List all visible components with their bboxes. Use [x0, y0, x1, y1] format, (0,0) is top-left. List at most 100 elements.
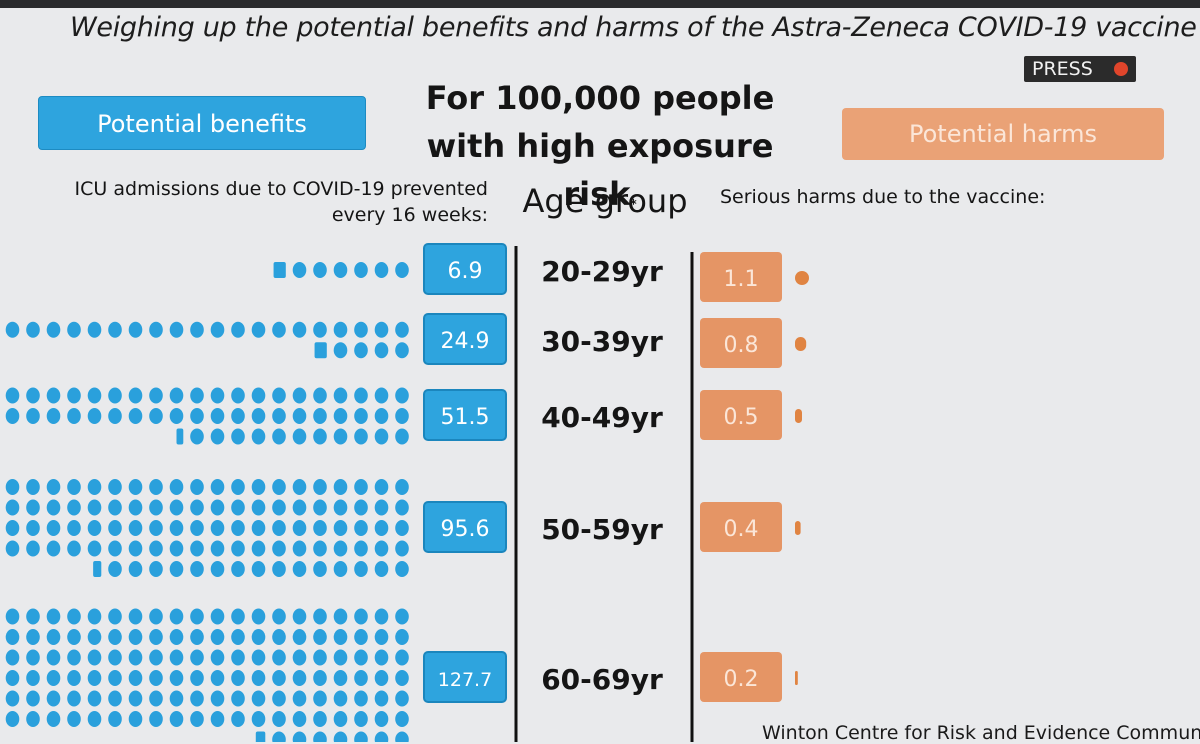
benefit-dot [169, 479, 184, 495]
benefit-dot [272, 408, 286, 424]
benefit-dot [292, 690, 307, 707]
benefit-dot [354, 629, 368, 645]
benefit-dot [374, 540, 389, 557]
benefit-dot [313, 499, 327, 516]
benefit-dot [354, 608, 368, 625]
benefit-dot [210, 649, 225, 666]
benefit-dot [169, 321, 184, 338]
benefit-dot [374, 499, 389, 516]
benefit-value-box [423, 501, 507, 553]
press-button[interactable]: PRESS [1024, 56, 1136, 82]
benefit-dot [87, 540, 102, 557]
benefit-dot [374, 629, 389, 645]
benefit-dot [210, 499, 225, 516]
benefit-dot [87, 520, 102, 536]
benefit-dot [169, 561, 184, 577]
harm-value-box [700, 318, 782, 368]
benefit-dot [149, 408, 163, 424]
benefit-dot [5, 520, 20, 536]
benefit-dot [333, 690, 348, 707]
benefit-dot [395, 711, 409, 727]
benefit-dot [395, 342, 409, 359]
benefit-value-box [423, 389, 507, 441]
benefit-dot [272, 428, 286, 445]
benefit-dot [87, 479, 102, 495]
benefit-dot [292, 499, 307, 516]
benefit-dot [67, 479, 81, 495]
benefit-dot [87, 649, 102, 666]
harm-dot [795, 409, 802, 423]
benefit-dot [395, 629, 409, 645]
benefit-dot [87, 408, 102, 424]
benefit-dot [313, 731, 327, 742]
harm-dot [795, 521, 801, 535]
benefit-dot [67, 321, 81, 338]
benefit-dot [149, 608, 163, 625]
benefit-dot [231, 608, 245, 625]
benefit-dot [169, 608, 184, 625]
benefit-dot [26, 387, 40, 404]
benefit-dot [190, 629, 204, 645]
benefit-dot [395, 499, 409, 516]
benefit-dot [354, 731, 368, 742]
benefit-dot [67, 540, 81, 557]
benefit-dot-partial [314, 342, 327, 359]
benefit-dot [190, 479, 204, 495]
heading-footnote-mark: * [630, 197, 637, 211]
benefit-dot [374, 711, 389, 727]
benefit-dot [374, 387, 389, 404]
benefit-dot [354, 520, 368, 536]
benefit-dot [128, 321, 143, 338]
benefit-dot [333, 629, 348, 645]
benefit-dot [272, 520, 286, 536]
benefit-dot [395, 408, 409, 424]
benefit-dot [169, 670, 184, 686]
harm-dot [795, 337, 807, 351]
benefit-dot [169, 387, 184, 404]
benefit-dot [46, 520, 61, 536]
benefit-dot [231, 520, 245, 536]
benefit-dot [251, 690, 266, 707]
benefit-dot [272, 731, 286, 742]
benefit-dot [251, 387, 266, 404]
benefit-dot [190, 608, 204, 625]
benefit-dot [26, 711, 40, 727]
benefit-dot [5, 540, 20, 557]
potential-benefits-button[interactable]: Potential benefits [38, 96, 366, 150]
benefit-dot [313, 670, 327, 686]
benefit-dot [210, 428, 225, 445]
benefit-dot [333, 479, 348, 495]
benefit-dot [210, 608, 225, 625]
benefit-dot [333, 520, 348, 536]
benefit-dot [128, 408, 143, 424]
benefit-dot [128, 649, 143, 666]
benefit-dot [190, 520, 204, 536]
benefit-dot [354, 342, 368, 359]
benefit-dot [26, 540, 40, 557]
benefit-dot [251, 670, 266, 686]
harm-dot [795, 271, 809, 285]
harm-value-label: 0.2 [724, 667, 759, 692]
benefit-dot [26, 408, 40, 424]
benefit-dot [87, 670, 102, 686]
harm-value-label: 0.8 [724, 333, 759, 358]
benefit-dot [87, 629, 102, 645]
benefit-value-label: 24.9 [441, 329, 490, 354]
benefit-dot [374, 561, 389, 577]
benefit-dot [67, 649, 81, 666]
potential-harms-button[interactable]: Potential harms [842, 108, 1164, 160]
benefit-dot [333, 608, 348, 625]
harm-value-label: 0.5 [724, 405, 759, 430]
benefit-dot [354, 262, 368, 278]
benefit-dot [87, 608, 102, 625]
benefit-dot [395, 520, 409, 536]
benefit-value-label: 95.6 [441, 517, 490, 542]
benefit-dot [67, 690, 81, 707]
benefit-dot [26, 499, 40, 516]
benefit-dot [231, 387, 245, 404]
benefit-dot [313, 629, 327, 645]
benefit-dot [333, 540, 348, 557]
benefit-dot [313, 540, 327, 557]
benefit-dot [210, 321, 225, 338]
age-group-tick-label: 20-29yr [541, 255, 663, 288]
